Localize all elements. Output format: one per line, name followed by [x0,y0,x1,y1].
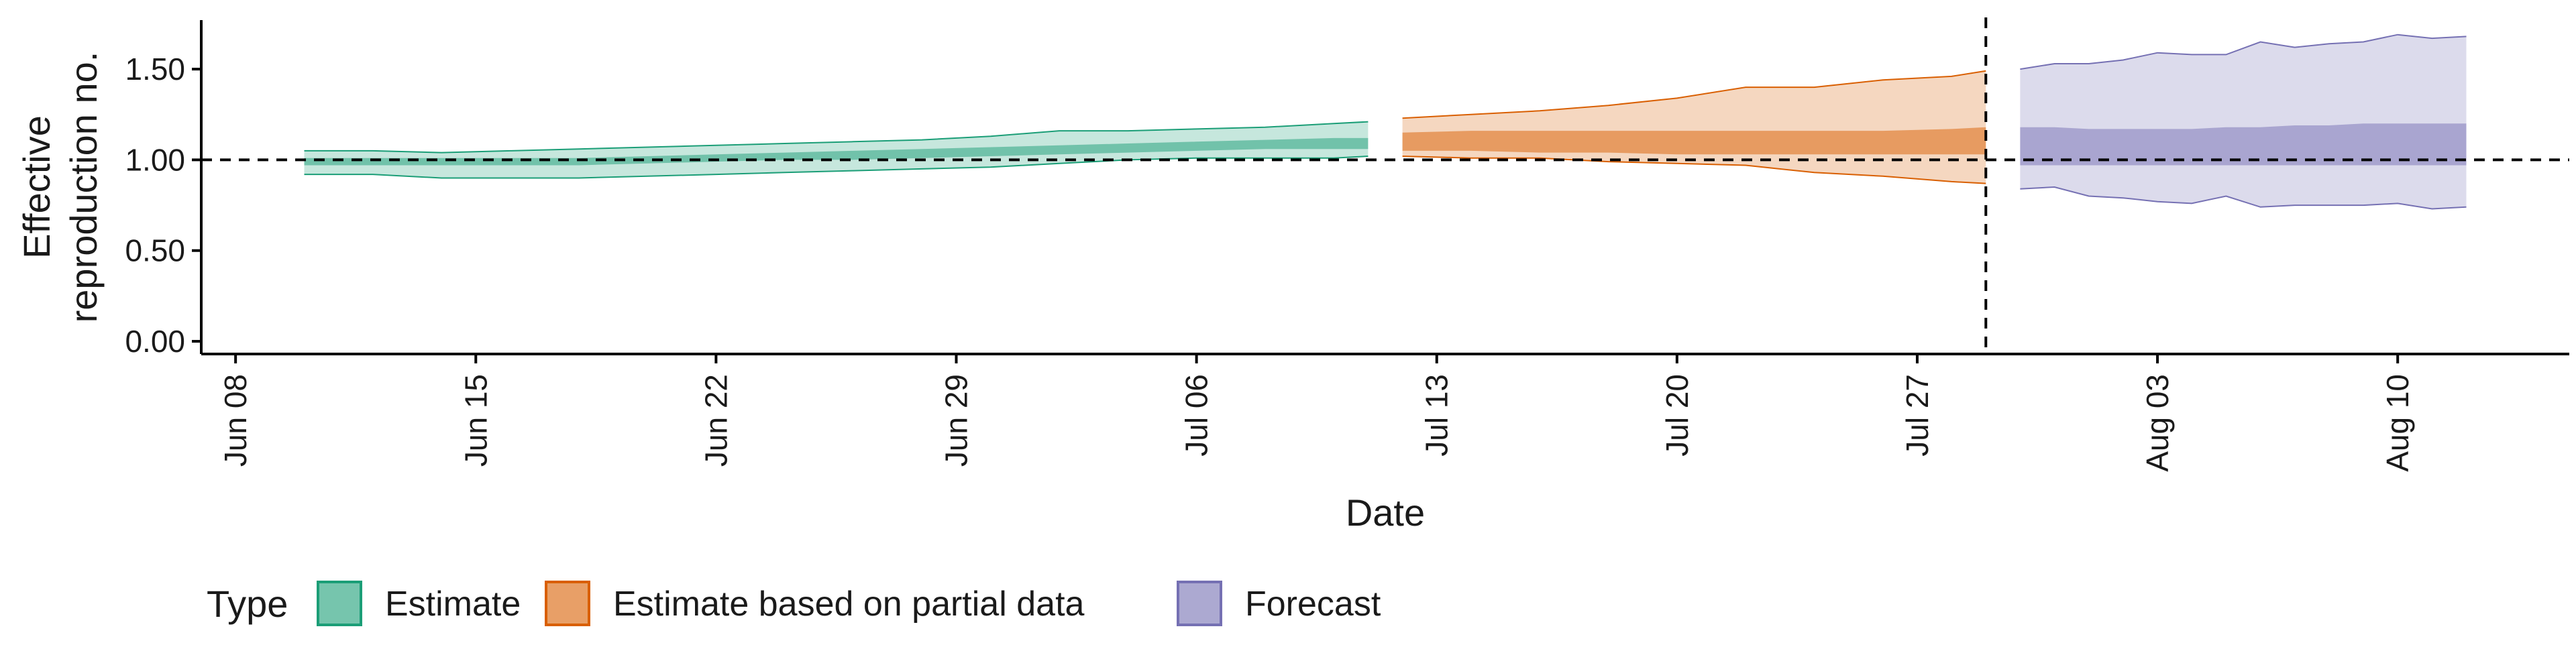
x-tick-label: Jul 06 [1179,374,1214,457]
upper-edge-series-1 [1402,70,1986,119]
lower-edge-series-1 [1402,156,1986,184]
legend-item: Estimate [317,581,521,626]
lower-edge-series-2 [2020,186,2467,210]
x-tick-label: Jun 22 [698,374,733,467]
legend-swatch [545,581,590,626]
legend-label: Estimate based on partial data [613,585,1085,624]
y-tick-label: 1.50 [125,52,185,86]
y-axis-title-line-1: Effective [15,115,58,259]
inner-band-series-0 [304,137,1368,166]
bands-layer [304,34,2467,210]
y-axis-title: Effective reproduction no. [15,52,105,323]
upper-edge-series-2 [2020,34,2467,70]
x-tick-label: Jun 15 [458,374,493,467]
outer-band-series-1 [1402,70,1986,184]
reference-lines-layer [201,17,2569,354]
x-tick-label: Jul 20 [1660,374,1695,457]
lower-edge-series-0 [304,156,1368,179]
x-tick-label: Aug 10 [2380,374,2415,472]
x-tick-label: Jun 08 [218,374,253,467]
inner-band-series-2 [2020,123,2467,166]
legend-title: Type [207,583,288,625]
x-axis-title: Date [1346,491,1425,534]
legend-label: Estimate [385,585,521,624]
series-0 [304,121,1368,179]
upper-edge-series-0 [304,121,1368,154]
y-tick-label: 0.00 [125,324,185,359]
x-tick-label: Jun 29 [939,374,974,467]
y-axis-title-line-2: reproduction no. [62,52,105,323]
x-tick-label: Jul 27 [1900,374,1935,457]
x-tick-label: Jul 13 [1419,374,1454,457]
legend-swatch [1177,581,1222,626]
legend-label: Forecast [1245,585,1381,624]
legend-item: Estimate based on partial data [545,581,1085,626]
outer-band-series-2 [2020,34,2467,209]
legend: Type Estimate Estimate based on partial da… [207,581,1381,626]
series-1 [1402,70,1986,184]
y-tick-label: 0.50 [125,233,185,268]
y-tick-label: 1.00 [125,142,185,177]
inner-band-series-1 [1402,127,1986,155]
legend-swatch [317,581,362,626]
axes-layer: 0.00 0.50 1.00 1.50 Jun 08 Jun 15 Jun 22 Jun 29… [15,20,2569,534]
legend-item: Forecast [1177,581,1381,626]
x-tick-label: Aug 03 [2140,374,2175,472]
series-2 [2020,34,2467,210]
